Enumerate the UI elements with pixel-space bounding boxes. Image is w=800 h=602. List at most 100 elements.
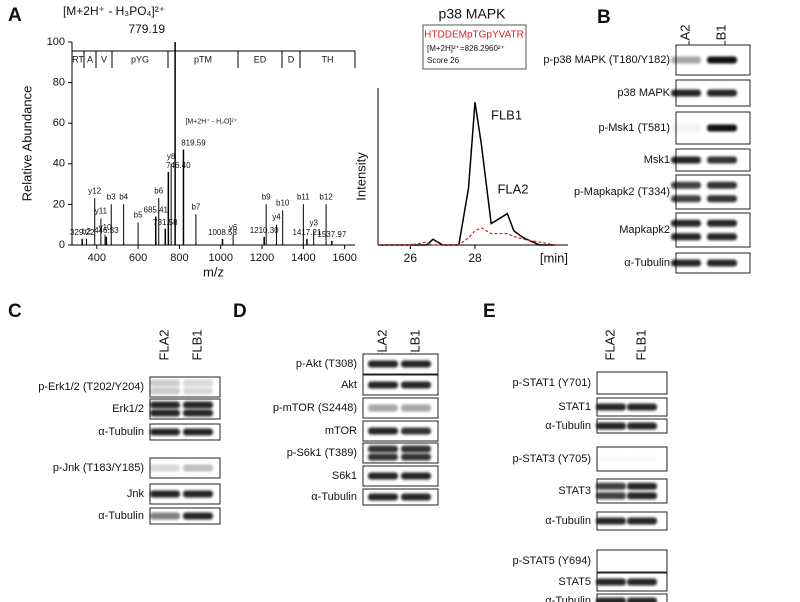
x-axis-label: [min] <box>540 250 568 265</box>
y-axis-label: Intensity <box>353 152 368 201</box>
ion-label: y6 <box>229 223 238 232</box>
blot-frame <box>362 488 439 506</box>
y-tick-label: 0 <box>59 239 65 251</box>
band <box>707 259 737 267</box>
band <box>150 387 180 395</box>
x-tick-label: 1400 <box>291 252 315 264</box>
row-label: p-Mapkapk2 (T334) <box>574 186 670 198</box>
panel-label: D <box>233 301 247 322</box>
band <box>671 195 701 203</box>
band <box>401 493 431 501</box>
lane-label: FLA2 <box>156 329 171 360</box>
panel-label: B <box>597 7 611 28</box>
band <box>596 492 626 500</box>
band <box>707 195 737 203</box>
row-label: p-p38 MAPK (T180/Y182) <box>543 54 670 66</box>
band <box>183 428 213 436</box>
blot-frame <box>596 371 668 395</box>
band <box>627 422 657 430</box>
peak-label: 1537.97 <box>317 230 346 239</box>
band <box>596 403 626 411</box>
band <box>627 492 657 500</box>
ion-label: y8 <box>167 152 176 161</box>
band <box>183 387 213 395</box>
band <box>401 472 431 480</box>
band <box>183 401 213 409</box>
band <box>368 445 398 453</box>
precursor: [M+2H]²⁺=828.2960²⁺ <box>427 44 505 53</box>
ion-label: b4 <box>119 192 128 201</box>
ion-label: y12 <box>88 186 101 195</box>
band <box>368 472 398 480</box>
ion-label: y10 <box>99 223 112 232</box>
blot-frame <box>675 174 751 210</box>
band <box>368 404 398 412</box>
sequence-segment: pYG <box>131 54 149 64</box>
band <box>401 360 431 368</box>
x-axis-label: m/z <box>203 264 224 279</box>
blot-frame <box>362 465 439 487</box>
band <box>401 453 431 461</box>
row-label: p-mTOR (S2448) <box>273 402 357 414</box>
band <box>183 379 213 387</box>
row-label: α-Tubulin <box>624 257 670 269</box>
row-label: STAT5 <box>558 576 591 588</box>
band <box>671 156 701 164</box>
band <box>183 464 213 472</box>
chart-title: p38 MAPK <box>439 6 507 22</box>
score: Score 26 <box>427 56 460 65</box>
band <box>671 181 701 189</box>
sequence-segment: RT <box>72 54 84 64</box>
x-tick-label: 600 <box>129 252 147 264</box>
precursor-label: [M+2H⁺ - H₃PO₄]²⁺ <box>63 4 165 18</box>
peak-label: 779.19 <box>128 22 165 36</box>
band <box>707 219 737 227</box>
row-label: p-Jnk (T183/Y185) <box>53 462 144 474</box>
y-axis-label: Relative Abundance <box>19 86 34 202</box>
band <box>596 517 626 525</box>
band <box>671 219 701 227</box>
sequence-segment: V <box>101 54 107 64</box>
blot-frame <box>596 549 668 573</box>
row-label: p-Erk1/2 (T202/Y204) <box>38 381 144 393</box>
band <box>627 597 657 602</box>
row-label: p-Msk1 (T581) <box>598 122 670 134</box>
band <box>368 381 398 389</box>
band <box>401 381 431 389</box>
band <box>368 360 398 368</box>
ion-label: y4 <box>272 213 281 222</box>
y-tick-label: 80 <box>53 77 65 89</box>
row-label: α-Tubulin <box>98 510 144 522</box>
y-tick-label: 60 <box>53 117 65 129</box>
y-tick-label: 40 <box>53 158 65 170</box>
x-tick-label: 1600 <box>332 252 356 264</box>
band <box>707 233 737 241</box>
band <box>627 456 657 463</box>
row-label: Jnk <box>127 488 145 500</box>
y-tick-label: 20 <box>53 198 65 210</box>
band <box>627 380 657 387</box>
lane-label: FLA2 <box>374 329 389 360</box>
ion-label: b3 <box>107 192 116 201</box>
x-tick-label: 26 <box>404 251 418 265</box>
band <box>401 427 431 435</box>
peak-label: 1008.58 <box>208 228 237 237</box>
peak-label: 819.59 <box>181 139 206 148</box>
ion-label: b9 <box>262 192 271 201</box>
y-tick-label: 100 <box>47 36 65 48</box>
band <box>596 578 626 586</box>
ion-label: b2 <box>82 227 91 236</box>
panel-label: A <box>8 5 22 26</box>
band <box>707 89 737 97</box>
band <box>368 493 398 501</box>
band <box>183 512 213 520</box>
band <box>671 259 701 267</box>
ion-label: y3 <box>309 219 318 228</box>
band <box>150 379 180 387</box>
blot-frame <box>362 353 439 375</box>
series-line <box>378 227 556 246</box>
band <box>150 464 180 472</box>
x-tick-label: 400 <box>88 252 106 264</box>
band <box>596 482 626 490</box>
